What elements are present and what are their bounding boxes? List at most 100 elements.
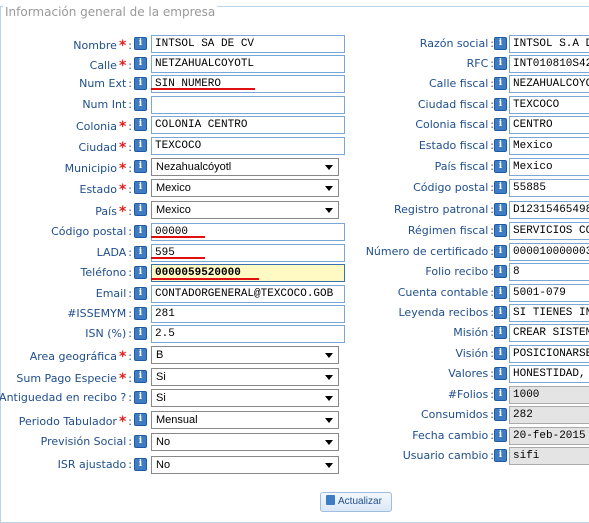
input-ciudad_fiscal[interactable]: TEXCOCO xyxy=(509,96,589,114)
info-icon[interactable]: i xyxy=(134,118,147,131)
label-razon_social: Razón social: xyxy=(420,37,494,50)
info-icon[interactable]: i xyxy=(494,139,507,152)
info-icon[interactable]: i xyxy=(494,347,507,360)
input-mision[interactable]: CREAR SISTEM xyxy=(509,324,589,342)
select-estado[interactable]: Mexico xyxy=(151,179,339,197)
info-icon[interactable]: i xyxy=(134,160,147,173)
info-icon[interactable]: i xyxy=(494,203,507,216)
info-icon[interactable]: i xyxy=(494,98,507,111)
info-icon[interactable]: i xyxy=(134,139,147,152)
info-icon[interactable]: i xyxy=(494,449,507,462)
select-pais[interactable]: Mexico xyxy=(151,201,339,219)
required-marker: * xyxy=(118,414,127,430)
select-periodo_tabulador[interactable]: Mensual xyxy=(151,411,339,429)
info-icon[interactable]: i xyxy=(494,408,507,421)
input-regimen_fiscal[interactable]: SERVICIOS CO xyxy=(509,222,589,240)
info-icon[interactable]: i xyxy=(494,57,507,70)
input-num_ext[interactable]: SIN NUMERO xyxy=(151,75,345,93)
input-isn[interactable]: 2.5 xyxy=(151,325,345,343)
select-area_geografica[interactable]: B xyxy=(151,346,339,364)
input-issemym[interactable]: 281 xyxy=(151,305,345,323)
input-razon_social[interactable]: INTSOL S.A DE xyxy=(509,35,589,53)
input-registro_patronal[interactable]: D12315465498 xyxy=(509,201,589,219)
label-text-numero_certificado: Número de certificado xyxy=(365,245,489,258)
label-isn: ISN (%): xyxy=(85,327,132,340)
label-colon: : xyxy=(490,98,494,111)
input-calle_fiscal[interactable]: NEZAHUALCOYO xyxy=(509,75,589,93)
input-folios: 1000 xyxy=(509,386,589,404)
input-vision[interactable]: POSICIONARSE xyxy=(509,345,589,363)
info-icon[interactable]: i xyxy=(494,306,507,319)
input-num_int[interactable] xyxy=(151,96,345,114)
label-text-ciudad: Ciudad xyxy=(78,141,117,154)
info-icon[interactable]: i xyxy=(494,286,507,299)
select-antiguedad_recibo[interactable]: Si xyxy=(151,389,339,407)
info-icon[interactable]: i xyxy=(134,435,147,448)
info-icon[interactable]: i xyxy=(494,224,507,237)
input-valores[interactable]: HONESTIDAD, xyxy=(509,365,589,383)
info-icon[interactable]: i xyxy=(494,37,507,50)
info-icon[interactable]: i xyxy=(134,77,147,90)
left-row-nombre: Nombre *: xyxy=(0,34,150,54)
label-colon: : xyxy=(490,203,494,216)
info-icon[interactable]: i xyxy=(134,57,147,70)
input-telefono[interactable]: 0000059520000 xyxy=(151,264,345,282)
info-icon[interactable]: i xyxy=(134,348,147,361)
info-icon[interactable]: i xyxy=(134,266,147,279)
input-ciudad[interactable]: TEXCOCO xyxy=(151,137,345,155)
info-icon[interactable]: i xyxy=(134,458,147,471)
label-calle_fiscal: Calle fiscal: xyxy=(429,77,494,90)
required-marker: * xyxy=(118,371,127,387)
input-colonia[interactable]: COLONIA CENTRO xyxy=(151,116,345,134)
info-icon[interactable]: i xyxy=(134,413,147,426)
select-sum_pago_especie[interactable]: Si xyxy=(151,368,339,386)
input-pais_fiscal[interactable]: Mexico xyxy=(509,158,589,176)
input-lada[interactable]: 595 xyxy=(151,244,345,262)
input-estado_fiscal[interactable]: Mexico xyxy=(509,137,589,155)
info-icon[interactable]: i xyxy=(134,225,147,238)
info-icon[interactable]: i xyxy=(494,160,507,173)
info-icon[interactable]: i xyxy=(494,181,507,194)
info-icon[interactable]: i xyxy=(494,326,507,339)
update-button[interactable]: Actualizar xyxy=(320,492,392,512)
info-icon[interactable]: i xyxy=(134,181,147,194)
select-isr_ajustado[interactable]: No xyxy=(151,456,339,474)
right-row-registro_patronal: Registro patronal: xyxy=(350,200,494,220)
info-icon[interactable]: i xyxy=(134,370,147,383)
input-email[interactable]: CONTADORGENERAL@TEXCOCO.GOB xyxy=(151,285,345,303)
label-issemym: #ISSEMYM: xyxy=(67,307,132,320)
info-icon[interactable]: i xyxy=(134,287,147,300)
label-text-colonia_fiscal: Colonia fiscal xyxy=(415,118,489,131)
label-colon: : xyxy=(128,59,132,72)
right-row-rfc: RFC: xyxy=(350,54,494,74)
info-icon[interactable]: i xyxy=(494,429,507,442)
input-codigo_postal[interactable]: 00000 xyxy=(151,223,345,241)
info-icon[interactable]: i xyxy=(134,327,147,340)
info-icon[interactable]: i xyxy=(494,265,507,278)
info-icon[interactable]: i xyxy=(494,77,507,90)
info-icon[interactable]: i xyxy=(494,367,507,380)
label-colon: : xyxy=(490,224,494,237)
input-folio_recibo[interactable]: 8 xyxy=(509,263,589,281)
info-icon[interactable]: i xyxy=(134,37,147,50)
label-cuenta_contable: Cuenta contable: xyxy=(398,286,494,299)
select-prevision_social[interactable]: No xyxy=(151,433,339,451)
input-colonia_fiscal[interactable]: CENTRO xyxy=(509,116,589,134)
label-text-calle_fiscal: Calle fiscal xyxy=(428,77,489,90)
info-icon[interactable]: i xyxy=(134,98,147,111)
input-nombre[interactable]: INTSOL SA DE CV xyxy=(151,35,345,53)
info-icon[interactable]: i xyxy=(494,118,507,131)
select-municipio[interactable]: Nezahualcóyotl xyxy=(151,158,339,176)
input-leyenda_recibos[interactable]: SI TIENES INC xyxy=(509,304,589,322)
info-icon[interactable]: i xyxy=(134,246,147,259)
input-numero_certificado[interactable]: 000010000003 xyxy=(509,243,589,261)
info-icon[interactable]: i xyxy=(134,391,147,404)
info-icon[interactable]: i xyxy=(134,203,147,216)
info-icon[interactable]: i xyxy=(134,307,147,320)
info-icon[interactable]: i xyxy=(494,245,507,258)
input-cuenta_contable[interactable]: 5001-079 xyxy=(509,284,589,302)
input-calle[interactable]: NETZAHUALCOYOTL xyxy=(151,55,345,73)
input-rfc[interactable]: INT010810S42 xyxy=(509,55,589,73)
info-icon[interactable]: i xyxy=(494,388,507,401)
input-codigo_postal_fiscal[interactable]: 55885 xyxy=(509,179,589,197)
